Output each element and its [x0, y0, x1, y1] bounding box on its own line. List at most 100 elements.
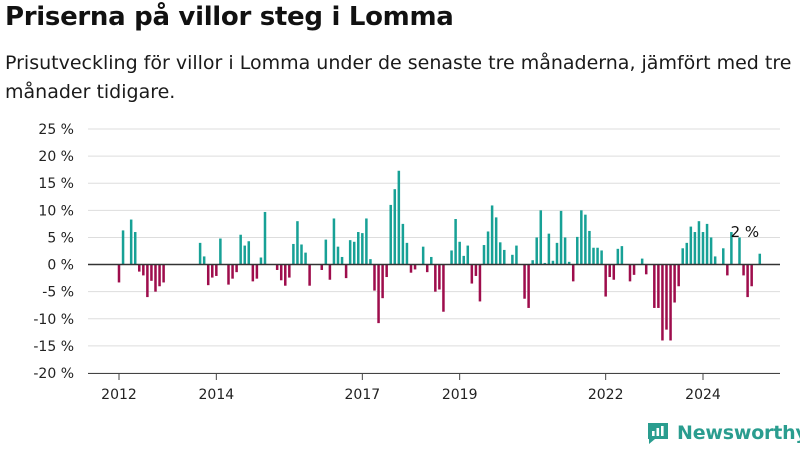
bar	[750, 264, 753, 287]
bar	[616, 248, 620, 265]
bar	[219, 238, 222, 265]
bar	[369, 259, 372, 265]
bar	[142, 264, 145, 276]
bar	[697, 221, 701, 265]
bar	[462, 255, 465, 265]
bar	[535, 237, 538, 265]
bar	[340, 256, 344, 265]
bars	[117, 170, 762, 341]
bar	[373, 264, 376, 291]
bar	[640, 258, 644, 265]
bar	[255, 264, 259, 279]
annotations: 2 %	[731, 223, 760, 241]
last-value-annotation: 2 %	[731, 223, 760, 241]
bar	[474, 264, 478, 276]
bar	[324, 239, 328, 265]
newsworthy-brand[interactable]: Newsworthy	[645, 420, 800, 446]
bar	[348, 240, 352, 265]
bar	[730, 232, 733, 265]
bar	[117, 264, 121, 283]
bar	[665, 264, 668, 330]
bar	[738, 237, 741, 265]
bar	[121, 230, 125, 265]
bar	[620, 246, 624, 265]
y-tick-label: -15 %	[33, 339, 74, 355]
y-tick-label: -5 %	[42, 285, 74, 301]
bar	[644, 264, 648, 275]
bar	[332, 218, 336, 265]
bar	[328, 264, 332, 280]
bar	[206, 264, 210, 286]
bar	[405, 242, 409, 265]
bar	[515, 245, 518, 265]
y-tick-label: 25 %	[38, 122, 74, 138]
bar	[685, 242, 689, 265]
bar	[251, 264, 255, 282]
bar	[162, 264, 165, 283]
bar	[742, 264, 745, 276]
bar	[677, 264, 680, 287]
newsworthy-logo-icon	[648, 423, 668, 444]
bar	[458, 241, 461, 265]
bar	[385, 264, 388, 278]
bar	[539, 210, 543, 265]
bar	[669, 264, 672, 341]
bar	[466, 245, 470, 265]
y-tick-label: -10 %	[33, 312, 74, 328]
bar	[231, 264, 234, 279]
bar	[292, 243, 295, 265]
bar	[275, 264, 279, 270]
bar	[584, 214, 587, 265]
bar	[454, 219, 457, 265]
bar	[146, 264, 149, 298]
bar	[608, 264, 611, 278]
chart-subtitle: Prisutveckling för villor i Lomma under …	[5, 52, 792, 103]
bar	[592, 247, 595, 265]
bar	[129, 219, 133, 265]
bar	[673, 264, 676, 303]
bar	[657, 264, 660, 308]
bar	[239, 234, 242, 265]
bar	[628, 264, 632, 282]
bar	[413, 264, 417, 270]
bar	[486, 231, 490, 265]
x-tick-label: 2012	[101, 387, 137, 403]
bar	[653, 264, 656, 308]
bar	[563, 237, 567, 265]
bar	[154, 264, 157, 292]
bar	[511, 254, 514, 265]
bar	[235, 264, 238, 273]
bar	[300, 244, 303, 265]
bar	[401, 223, 405, 265]
bar	[709, 237, 713, 265]
bar	[336, 246, 340, 265]
bar	[344, 264, 348, 279]
bar	[661, 264, 664, 341]
bar	[133, 232, 137, 265]
bar	[227, 264, 230, 285]
bar	[551, 260, 555, 265]
bar	[559, 210, 563, 265]
bar	[138, 264, 141, 272]
y-tick-label: 15 %	[38, 176, 74, 192]
bar	[523, 264, 526, 299]
bar	[547, 233, 551, 265]
bar	[284, 264, 287, 286]
bar	[527, 264, 530, 308]
x-tick-label: 2019	[442, 387, 478, 403]
bar	[288, 264, 291, 278]
bar	[352, 241, 356, 265]
bar	[442, 264, 445, 312]
x-axis: 2012 2014 2017 2019 2022 2024	[88, 373, 780, 403]
bar	[498, 242, 502, 265]
y-tick-label: 0 %	[47, 258, 74, 274]
bar	[247, 241, 251, 265]
bar	[243, 245, 246, 265]
bar	[726, 264, 729, 276]
bar	[543, 262, 547, 265]
bar	[434, 264, 437, 292]
y-axis-labels: 25 % 20 % 15 % 10 % 5 % 0 % -5 % -10 % -15 % -20 …	[33, 122, 74, 382]
bar	[198, 242, 202, 265]
bar	[681, 248, 684, 265]
